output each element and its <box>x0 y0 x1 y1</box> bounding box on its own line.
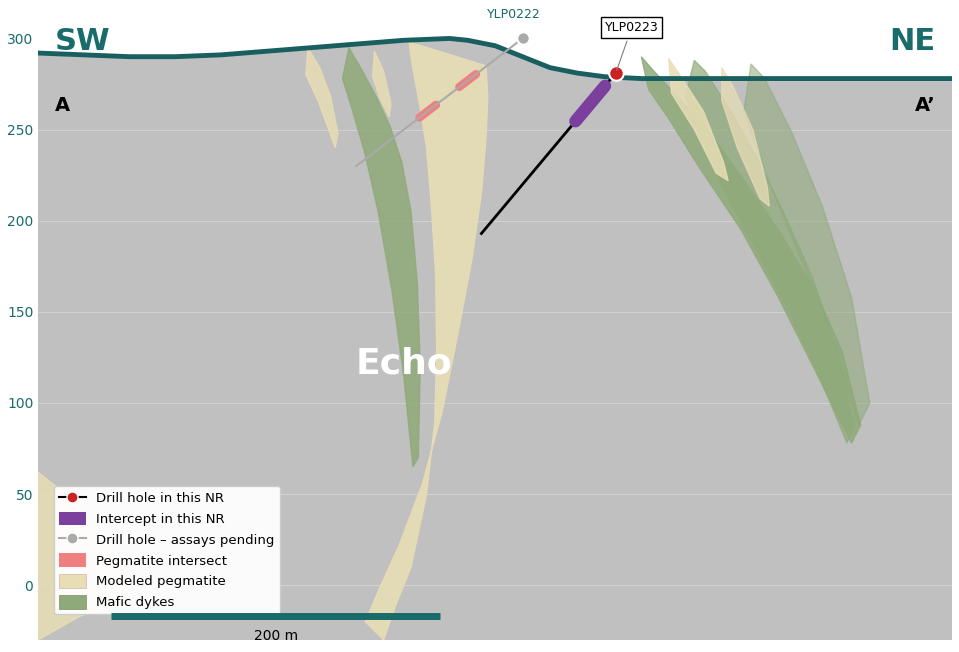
Polygon shape <box>373 52 391 117</box>
Polygon shape <box>722 68 769 206</box>
Text: YLP0222: YLP0222 <box>486 8 540 22</box>
Text: 200 m: 200 m <box>254 629 298 643</box>
Point <box>608 68 623 78</box>
Legend: Drill hole in this NR, Intercept in this NR, Drill hole – assays pending, Pegmat: Drill hole in this NR, Intercept in this… <box>54 486 280 614</box>
Text: A’: A’ <box>915 96 936 115</box>
Polygon shape <box>668 59 728 181</box>
Polygon shape <box>38 11 952 78</box>
Text: A: A <box>55 96 70 115</box>
Polygon shape <box>685 61 854 443</box>
Text: YLP0223: YLP0223 <box>605 21 659 70</box>
Text: NE: NE <box>890 27 936 56</box>
Polygon shape <box>743 64 870 425</box>
Text: Echo: Echo <box>356 346 452 380</box>
Polygon shape <box>306 48 338 148</box>
Polygon shape <box>342 48 420 467</box>
Polygon shape <box>365 42 488 640</box>
Polygon shape <box>642 57 860 443</box>
Point <box>515 33 530 44</box>
Polygon shape <box>38 472 131 640</box>
Text: SW: SW <box>55 27 110 56</box>
